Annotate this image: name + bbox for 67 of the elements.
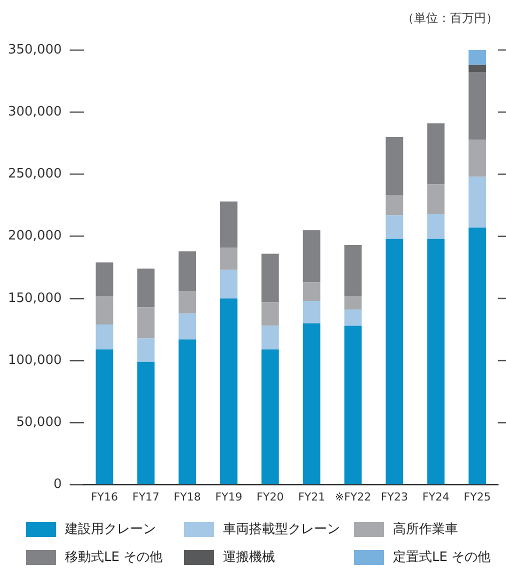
bar xyxy=(468,228,486,484)
legend-label: 運搬機械 xyxy=(223,549,275,566)
bar xyxy=(137,268,155,308)
bar xyxy=(178,291,196,314)
x-tick-label: FY24 xyxy=(422,490,450,504)
x-tick-label: FY18 xyxy=(174,490,201,504)
bar xyxy=(261,349,279,484)
bar xyxy=(96,262,114,296)
bar xyxy=(137,362,155,484)
y-tick-label: 350,000 xyxy=(8,42,62,58)
bar xyxy=(386,136,404,196)
bar xyxy=(220,202,238,248)
bar xyxy=(468,64,486,72)
legend-label: 車両搭載型クレーン xyxy=(223,521,340,538)
bar xyxy=(302,230,320,282)
bar xyxy=(427,123,445,184)
x-tick-label: FY23 xyxy=(380,490,408,504)
y-tick-label: 0 xyxy=(53,477,62,492)
bar xyxy=(427,238,445,484)
bar xyxy=(468,176,486,228)
bar xyxy=(386,195,404,216)
bar xyxy=(220,248,238,270)
y-tick-label: 150,000 xyxy=(8,290,62,306)
x-tick-label: FY19 xyxy=(215,490,242,504)
bar xyxy=(344,296,362,310)
x-tick-label: ※FY22 xyxy=(334,490,372,504)
bar xyxy=(468,50,486,65)
bar xyxy=(302,323,320,484)
legend-label: 定置式LE その他 xyxy=(393,549,491,566)
bar xyxy=(178,313,196,340)
bar xyxy=(302,282,320,301)
x-tick-label: FY21 xyxy=(298,490,326,504)
bar xyxy=(261,254,279,302)
bar xyxy=(302,300,320,324)
bar xyxy=(386,238,404,484)
bar xyxy=(96,324,114,350)
bar xyxy=(178,339,196,484)
bar xyxy=(344,310,362,326)
bar xyxy=(96,349,114,484)
y-tick-label: 50,000 xyxy=(16,415,62,430)
bar xyxy=(261,326,279,350)
bar xyxy=(427,214,445,239)
legend-label: 高所作業車 xyxy=(393,521,458,538)
text: （単位：百万円） xyxy=(402,10,498,27)
bar xyxy=(137,307,155,338)
bar xyxy=(178,251,196,292)
bar xyxy=(468,72,486,140)
bar xyxy=(427,184,445,214)
bar xyxy=(220,298,238,484)
x-tick-label: FY17 xyxy=(132,490,160,504)
y-tick-label: 100,000 xyxy=(8,352,62,368)
y-tick-label: 200,000 xyxy=(8,228,62,244)
x-tick-label: FY20 xyxy=(256,490,284,504)
bar xyxy=(468,139,486,177)
y-tick-label: 300,000 xyxy=(8,104,62,120)
legend-label: 建設用クレーン xyxy=(65,521,156,538)
x-tick-label: FY25 xyxy=(464,490,491,504)
bar xyxy=(386,215,404,239)
y-tick-label: 250,000 xyxy=(8,166,62,182)
bar xyxy=(344,245,362,296)
x-tick-label: FY16 xyxy=(90,490,118,504)
legend-label: 移動式LE その他 xyxy=(65,549,163,566)
bar xyxy=(137,338,155,362)
bar xyxy=(96,296,114,325)
bar xyxy=(344,326,362,484)
bar xyxy=(261,302,279,326)
bar xyxy=(220,270,238,298)
